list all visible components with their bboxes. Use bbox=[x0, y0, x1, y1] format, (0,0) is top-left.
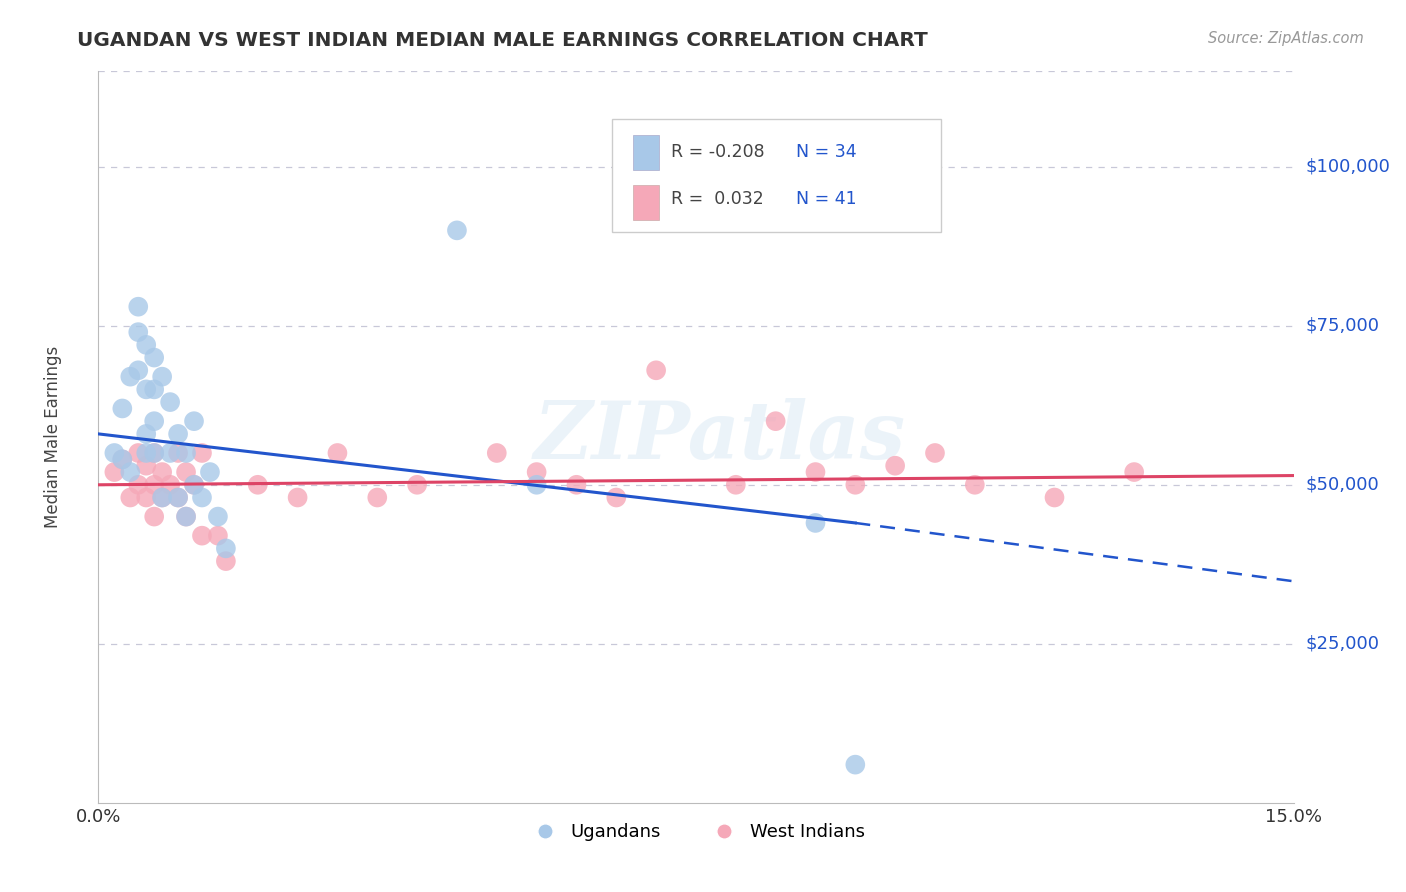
Point bbox=[111, 452, 134, 467]
Point bbox=[143, 446, 166, 460]
Point bbox=[485, 446, 508, 460]
Point bbox=[120, 369, 142, 384]
Point bbox=[174, 509, 197, 524]
Text: UGANDAN VS WEST INDIAN MEDIAN MALE EARNINGS CORRELATION CHART: UGANDAN VS WEST INDIAN MEDIAN MALE EARNI… bbox=[77, 31, 928, 50]
Point bbox=[111, 401, 134, 416]
Text: $100,000: $100,000 bbox=[1306, 158, 1391, 176]
Text: R =  0.032: R = 0.032 bbox=[671, 190, 763, 208]
Point bbox=[565, 477, 588, 491]
Text: R = -0.208: R = -0.208 bbox=[671, 144, 765, 161]
Point bbox=[167, 426, 190, 441]
Point bbox=[120, 491, 142, 505]
Text: $25,000: $25,000 bbox=[1306, 635, 1379, 653]
Point bbox=[1123, 465, 1146, 479]
Point bbox=[246, 477, 269, 491]
Point bbox=[143, 383, 166, 397]
Point bbox=[135, 338, 157, 352]
Point bbox=[191, 491, 214, 505]
Point bbox=[159, 446, 181, 460]
Point bbox=[724, 477, 747, 491]
Point bbox=[167, 446, 190, 460]
Point bbox=[174, 465, 197, 479]
Point bbox=[183, 477, 205, 491]
Legend: Ugandans, West Indians: Ugandans, West Indians bbox=[520, 816, 872, 848]
Point bbox=[143, 477, 166, 491]
Point bbox=[135, 446, 157, 460]
Point bbox=[120, 465, 142, 479]
Point bbox=[198, 465, 221, 479]
Point bbox=[207, 509, 229, 524]
Point bbox=[150, 491, 173, 505]
Point bbox=[135, 458, 157, 473]
Text: Median Male Earnings: Median Male Earnings bbox=[44, 346, 62, 528]
Text: N = 34: N = 34 bbox=[796, 144, 858, 161]
Point bbox=[127, 300, 149, 314]
Point bbox=[143, 509, 166, 524]
Point bbox=[1043, 491, 1066, 505]
Point bbox=[287, 491, 309, 505]
Point bbox=[446, 223, 468, 237]
Point bbox=[884, 458, 907, 473]
Point bbox=[406, 477, 429, 491]
Bar bbox=[633, 185, 659, 220]
Point bbox=[207, 529, 229, 543]
Point bbox=[183, 414, 205, 428]
Point bbox=[844, 757, 866, 772]
FancyBboxPatch shape bbox=[613, 119, 941, 232]
Point bbox=[167, 491, 190, 505]
Point bbox=[963, 477, 986, 491]
Point bbox=[103, 446, 125, 460]
Point bbox=[183, 477, 205, 491]
Point bbox=[174, 446, 197, 460]
Point bbox=[167, 491, 190, 505]
Point bbox=[645, 363, 668, 377]
Point bbox=[215, 541, 238, 556]
Point bbox=[159, 395, 181, 409]
Point bbox=[127, 363, 149, 377]
Text: Source: ZipAtlas.com: Source: ZipAtlas.com bbox=[1208, 31, 1364, 46]
Point bbox=[127, 446, 149, 460]
Point bbox=[526, 465, 548, 479]
Point bbox=[366, 491, 388, 505]
Point bbox=[804, 465, 827, 479]
Point bbox=[326, 446, 349, 460]
Point bbox=[174, 509, 197, 524]
Point bbox=[143, 351, 166, 365]
Text: N = 41: N = 41 bbox=[796, 190, 858, 208]
Text: $75,000: $75,000 bbox=[1306, 317, 1379, 334]
Point bbox=[143, 414, 166, 428]
Point bbox=[191, 529, 214, 543]
Point bbox=[924, 446, 946, 460]
Bar bbox=[633, 136, 659, 170]
Point bbox=[143, 446, 166, 460]
Point bbox=[150, 369, 173, 384]
Point bbox=[135, 491, 157, 505]
Text: $50,000: $50,000 bbox=[1306, 475, 1379, 494]
Point bbox=[150, 465, 173, 479]
Point bbox=[150, 491, 173, 505]
Text: ZIPatlas: ZIPatlas bbox=[534, 399, 905, 475]
Point bbox=[135, 383, 157, 397]
Point bbox=[191, 446, 214, 460]
Point bbox=[804, 516, 827, 530]
Point bbox=[765, 414, 787, 428]
Point bbox=[135, 426, 157, 441]
Point bbox=[159, 477, 181, 491]
Point bbox=[844, 477, 866, 491]
Point bbox=[103, 465, 125, 479]
Point bbox=[111, 452, 134, 467]
Point bbox=[605, 491, 627, 505]
Point bbox=[127, 477, 149, 491]
Point bbox=[127, 325, 149, 339]
Point bbox=[215, 554, 238, 568]
Point bbox=[526, 477, 548, 491]
